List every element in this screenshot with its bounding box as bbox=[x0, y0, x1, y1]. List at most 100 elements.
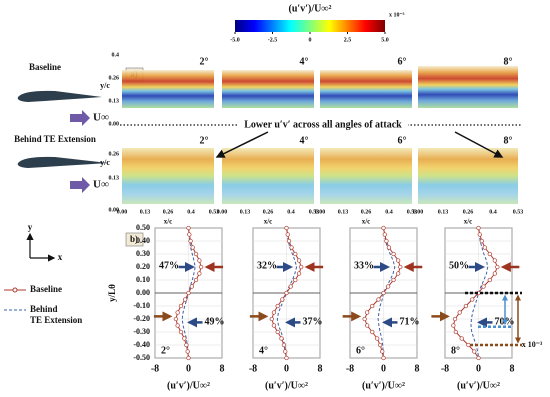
baseline-marker bbox=[271, 323, 277, 328]
panel-label-box bbox=[125, 232, 144, 247]
baseline-marker bbox=[382, 232, 387, 237]
x-tick-label: 0.26 bbox=[163, 209, 174, 215]
x-tick-label: 8 bbox=[220, 363, 225, 374]
annotation-arrow bbox=[215, 131, 269, 158]
colorbar bbox=[235, 20, 385, 32]
colorbar-tick-label: -5.0 bbox=[230, 37, 240, 43]
baseline-label: Baseline bbox=[29, 62, 61, 72]
y-tick-label: -0.50 bbox=[133, 353, 150, 362]
colorbar-title: (u′v′)/U∞² bbox=[289, 3, 332, 14]
baseline-marker bbox=[284, 225, 289, 231]
baseline-marker bbox=[182, 297, 188, 302]
colorbar-tick-label: -2.5 bbox=[268, 37, 278, 43]
x-axis-label: (u′v′)/U∞² bbox=[265, 380, 308, 391]
x-tick-label: 0.26 bbox=[463, 209, 474, 215]
contour-top bbox=[122, 70, 214, 108]
airfoil bbox=[17, 156, 108, 168]
contour-top bbox=[222, 70, 314, 108]
legend-label: TE Extension bbox=[30, 315, 82, 325]
colorbar-tick-label: 0 bbox=[309, 37, 312, 43]
baseline-marker bbox=[492, 258, 497, 263]
baseline-marker bbox=[492, 271, 497, 276]
baseline-marker bbox=[182, 336, 187, 341]
reduction-label: 71% bbox=[400, 317, 420, 328]
baseline-marker bbox=[280, 297, 285, 302]
x-tick-label: 0.4 bbox=[187, 209, 195, 215]
baseline-marker bbox=[186, 225, 191, 231]
x-axis-label: x/c bbox=[264, 218, 273, 226]
baseline-marker bbox=[482, 245, 487, 250]
baseline-marker bbox=[398, 264, 403, 270]
angle-label: 4° bbox=[259, 345, 268, 356]
angle-label: 6° bbox=[398, 135, 407, 146]
baseline-marker bbox=[451, 323, 456, 328]
baseline-marker bbox=[187, 232, 192, 237]
y-axis-label: y/Lθ bbox=[107, 284, 117, 302]
extension-line bbox=[276, 227, 298, 359]
x-tick-label: 0 bbox=[186, 363, 191, 374]
baseline-marker bbox=[281, 342, 287, 348]
x-tick-label: 0 bbox=[284, 363, 289, 374]
panel-label: b) bbox=[130, 234, 138, 244]
baseline-marker bbox=[275, 303, 280, 309]
reduction-label: 49% bbox=[205, 317, 225, 328]
baseline-marker bbox=[495, 264, 500, 270]
baseline-marker bbox=[279, 336, 284, 341]
baseline-marker bbox=[479, 238, 485, 244]
baseline-marker bbox=[269, 316, 274, 322]
baseline-marker bbox=[376, 297, 381, 302]
baseline-marker bbox=[296, 258, 302, 263]
legend-label: Baseline bbox=[30, 284, 62, 294]
y-tick-label: 0.00 bbox=[136, 288, 150, 297]
y-tick-label: 0.00 bbox=[109, 207, 120, 213]
baseline-marker bbox=[197, 271, 202, 276]
colorbar-tick-label: 2.5 bbox=[344, 37, 352, 43]
angle-label: 8° bbox=[504, 56, 513, 67]
angle-label: 8° bbox=[504, 135, 513, 146]
angle-label: 6° bbox=[356, 345, 365, 356]
y-tick-label: 0.30 bbox=[136, 249, 150, 258]
x-tick-label: 0.53 bbox=[309, 209, 320, 215]
x-axis-label: (u′v′)/U∞² bbox=[167, 380, 210, 391]
angle-label: 8° bbox=[451, 345, 460, 356]
baseline-marker bbox=[286, 238, 292, 244]
flow-arrow bbox=[70, 110, 90, 126]
x-tick-label: -8 bbox=[249, 363, 257, 374]
baseline-marker bbox=[275, 329, 280, 335]
y-tick-label: -0.40 bbox=[133, 340, 150, 349]
baseline-marker bbox=[284, 355, 289, 361]
baseline-marker bbox=[193, 277, 199, 283]
baseline-marker bbox=[477, 232, 482, 237]
reduction-label: 47% bbox=[159, 260, 179, 271]
y-tick-label: -0.30 bbox=[133, 327, 150, 336]
axes-icon-label: y bbox=[28, 222, 33, 232]
baseline-marker bbox=[386, 245, 392, 250]
legend-marker bbox=[12, 287, 18, 293]
angle-label: 2° bbox=[200, 56, 209, 67]
y-tick-label: -0.20 bbox=[133, 314, 150, 323]
x-tick-label: 8 bbox=[415, 363, 420, 374]
angle-label: 4° bbox=[300, 56, 309, 67]
baseline-marker bbox=[299, 264, 304, 270]
x-tick-label: 0.4 bbox=[385, 209, 393, 215]
x-tick-label: 8 bbox=[510, 363, 515, 374]
baseline-marker bbox=[370, 329, 375, 335]
baseline-marker bbox=[296, 271, 302, 276]
baseline-marker bbox=[375, 336, 380, 341]
x-tick-label: 0.53 bbox=[513, 209, 524, 215]
baseline-marker bbox=[457, 310, 462, 315]
baseline-marker bbox=[178, 303, 184, 309]
x-axis-label: (u′v′)/U∞² bbox=[457, 380, 500, 391]
x-tick-label: 0.13 bbox=[240, 209, 251, 215]
contour-top bbox=[418, 66, 518, 108]
baseline-marker bbox=[476, 225, 481, 231]
x-tick-label: 8 bbox=[318, 363, 323, 374]
freestream-label: U∞ bbox=[93, 179, 109, 191]
multiplier: x 10⁻³ bbox=[522, 340, 543, 349]
reduction-label: 32% bbox=[257, 260, 277, 271]
x-axis-label: x/c bbox=[362, 218, 371, 226]
x-tick-label: 0.00 bbox=[413, 209, 424, 215]
baseline-marker bbox=[284, 290, 289, 296]
x-tick-label: 0.4 bbox=[287, 209, 295, 215]
y-tick-label: 0.13 bbox=[109, 175, 120, 181]
